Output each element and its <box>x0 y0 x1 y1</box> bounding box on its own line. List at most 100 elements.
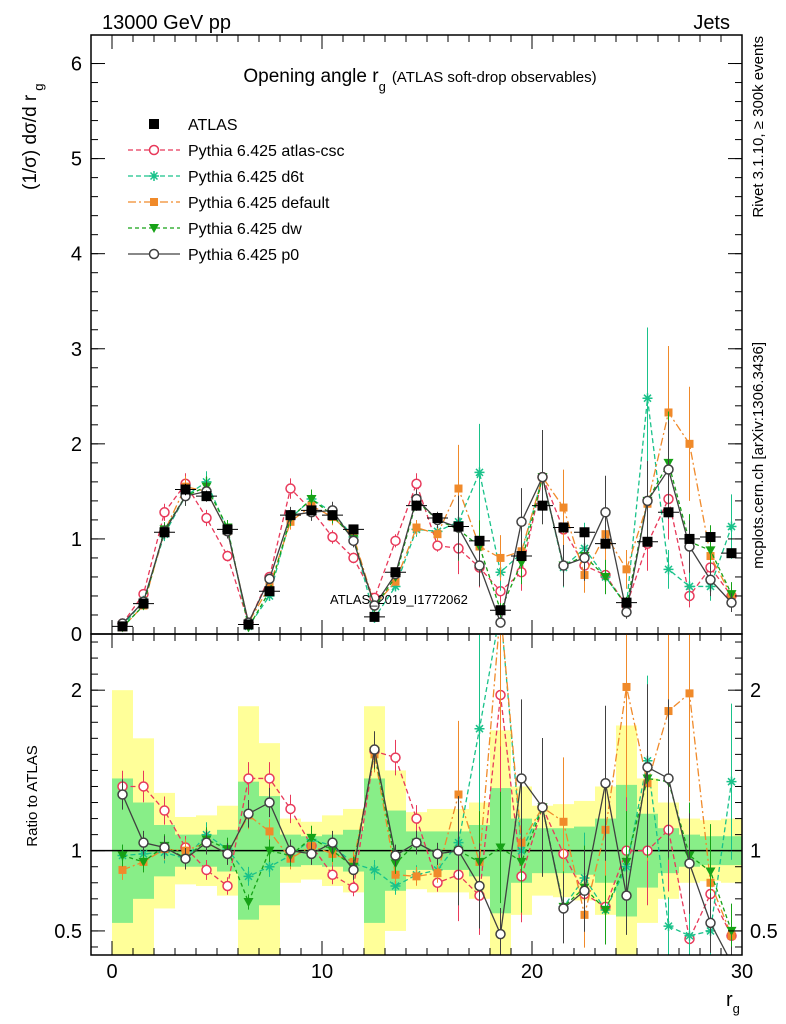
data-point <box>453 521 464 532</box>
ratio-point <box>411 813 422 824</box>
ratio-point <box>117 789 128 800</box>
ratio-y-tick-label: 2 <box>71 680 82 702</box>
ratio-y-tick-label: 0.5 <box>54 921 82 943</box>
ratio-point <box>390 752 401 763</box>
ratio-point <box>243 808 254 820</box>
ratio-y-label: Ratio to ATLAS <box>24 745 41 846</box>
series-atlas <box>112 483 742 632</box>
ratio-point <box>412 872 421 881</box>
data-point <box>390 581 401 592</box>
data-point <box>348 524 359 535</box>
data-point <box>600 538 611 549</box>
data-point <box>726 521 737 532</box>
ratio-point <box>685 689 694 698</box>
data-point <box>412 523 421 532</box>
ratio-line <box>122 634 733 937</box>
data-point <box>327 531 338 543</box>
ratio-plot-area: 0 10 20 30 0.5 0.5 1 1 2 2 <box>54 633 778 983</box>
ratio-x-label-text: r <box>726 989 733 1011</box>
data-point <box>264 573 275 585</box>
data-point <box>243 619 254 630</box>
ratio-point <box>222 880 233 892</box>
legend-marker <box>148 144 160 156</box>
main-title-paren: (ATLAS soft-drop observables) <box>392 69 597 86</box>
ratio-point <box>306 848 317 860</box>
ratio-point <box>474 880 485 892</box>
data-point <box>621 597 632 608</box>
legend-label: Pythia 6.425 atlas-csc <box>188 143 345 160</box>
main-plot-area: 0 1 2 3 4 5 6 <box>71 34 743 646</box>
data-point <box>474 535 485 546</box>
main-y-label-sub: g <box>31 84 46 91</box>
data-point <box>496 553 505 562</box>
ratio-point <box>138 857 149 867</box>
data-point <box>642 495 653 507</box>
ratio-y-tick-label-right: 1 <box>750 841 761 863</box>
ratio-point <box>348 882 359 893</box>
legend-label: Pythia 6.425 default <box>188 195 330 212</box>
data-point <box>559 503 568 512</box>
data-point <box>663 464 674 475</box>
data-point <box>369 611 380 622</box>
data-point <box>348 552 359 564</box>
ratio-point <box>327 837 338 848</box>
ratio-series-pythia-6-425-p0 <box>117 684 732 955</box>
ratio-point <box>138 837 149 848</box>
data-point <box>642 393 653 404</box>
data-point <box>705 532 716 543</box>
ratio-point <box>579 885 590 897</box>
data-point <box>390 535 401 547</box>
data-point <box>726 548 737 559</box>
data-point <box>306 505 317 516</box>
ratio-point <box>348 864 359 876</box>
data-point <box>663 564 674 575</box>
data-point <box>537 471 548 483</box>
data-point <box>138 598 149 609</box>
ratio-point <box>411 837 422 848</box>
ratio-point <box>454 790 463 799</box>
data-point <box>159 507 170 518</box>
ratio-point <box>391 870 400 879</box>
main-title-sub: g <box>379 79 386 94</box>
y-tick-label: 2 <box>71 434 82 456</box>
x-tick-label: 20 <box>521 961 543 983</box>
y-tick-label: 4 <box>71 244 82 266</box>
ratio-point <box>684 858 695 869</box>
ratio-x-label: rg <box>726 989 740 1016</box>
main-y-label: (1/σ) dσ/d r g <box>20 84 46 191</box>
ratio-y-tick-label-right: 0.5 <box>750 921 778 943</box>
ratio-point <box>243 871 254 882</box>
data-point <box>454 484 463 493</box>
data-point <box>726 597 737 608</box>
legend-entry: Pythia 6.425 p0 <box>128 247 299 264</box>
ratio-point <box>369 864 380 875</box>
x-tick-label: 0 <box>106 961 117 983</box>
y-tick-label: 3 <box>71 339 82 361</box>
ratio-point <box>118 865 127 874</box>
main-series-layer <box>112 327 742 633</box>
legend-marker <box>149 119 159 129</box>
data-point <box>411 478 422 490</box>
data-point <box>474 560 485 571</box>
data-point <box>117 621 128 632</box>
data-point <box>495 605 506 616</box>
data-point <box>516 516 527 528</box>
data-point <box>285 510 296 521</box>
x-tick-label: 10 <box>311 961 333 983</box>
axes-frame <box>90 633 743 956</box>
data-point <box>537 500 548 511</box>
ratio-point <box>726 776 737 787</box>
ratio-point <box>705 917 716 929</box>
main-title-text: Opening angle r <box>243 66 379 87</box>
data-point <box>663 507 674 518</box>
legend-marker <box>149 224 159 233</box>
ratio-point <box>285 803 296 815</box>
data-point <box>705 574 716 586</box>
ratio-point <box>159 842 170 853</box>
data-point <box>264 586 275 597</box>
data-point <box>642 536 653 547</box>
legend-marker <box>148 248 160 260</box>
ratio-point <box>495 843 506 853</box>
data-point <box>432 540 443 551</box>
data-point <box>222 524 233 535</box>
